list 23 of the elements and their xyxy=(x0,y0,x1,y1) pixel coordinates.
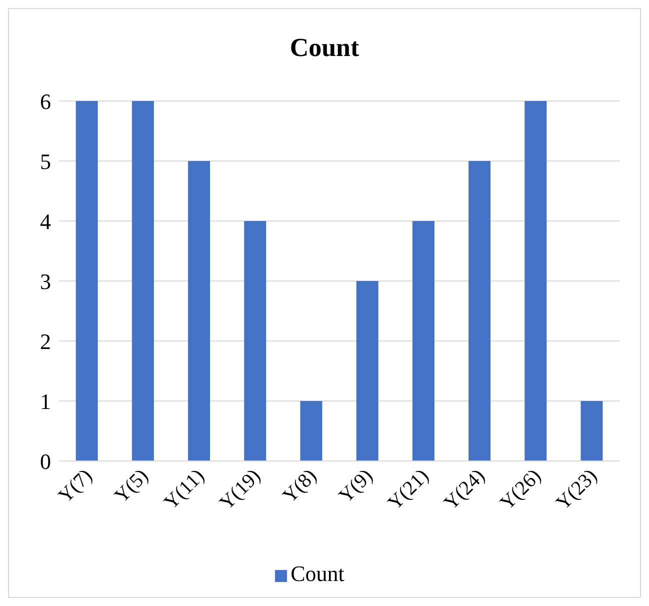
x-tick-label: Y(8) xyxy=(278,464,321,508)
bar xyxy=(468,161,491,461)
x-tick-label: Y(7) xyxy=(54,464,97,508)
bar xyxy=(412,221,434,461)
y-tick-label: 2 xyxy=(40,328,51,354)
y-tick-label: 0 xyxy=(40,448,51,474)
bar xyxy=(188,161,210,461)
bar xyxy=(132,101,154,461)
x-tick-label: Y(9) xyxy=(334,464,378,508)
x-tick-label: Y(5) xyxy=(110,464,153,508)
bar xyxy=(580,401,603,461)
y-tick-label: 3 xyxy=(40,268,51,294)
bar xyxy=(300,401,322,461)
y-tick-label: 5 xyxy=(40,148,51,174)
bar xyxy=(244,221,266,461)
y-tick-label: 6 xyxy=(40,88,51,114)
legend-label: Count xyxy=(290,561,344,586)
bar xyxy=(356,281,378,461)
bar xyxy=(524,101,547,461)
chart-title: Count xyxy=(288,33,360,63)
bar xyxy=(76,101,98,461)
y-tick-label: 1 xyxy=(40,388,51,414)
y-tick-label: 4 xyxy=(40,208,51,234)
